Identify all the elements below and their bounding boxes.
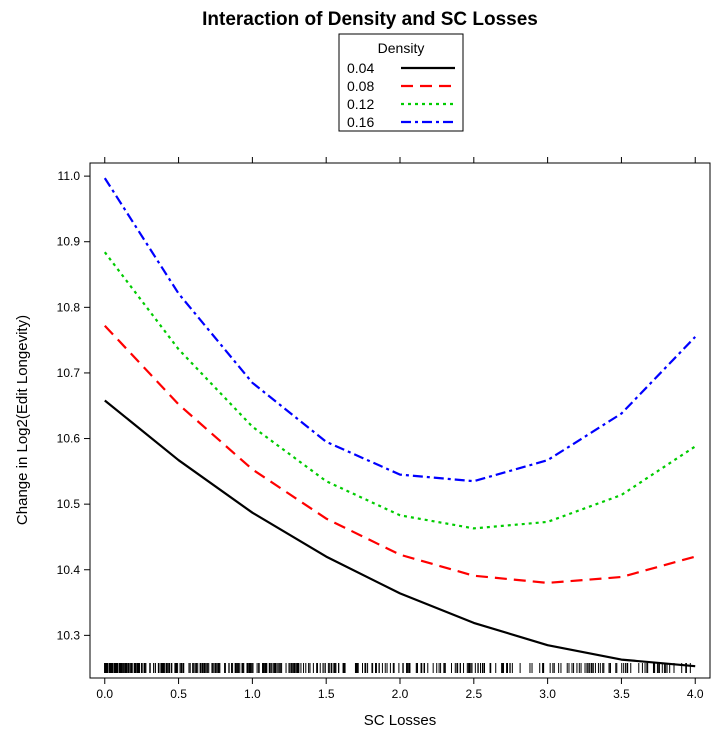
x-axis: 0.0 0.5 1.0 1.5 2.0 2.5 3.0 3.5 4.0 [96,157,704,701]
legend-items: 0.04 0.08 0.12 0.16 [347,60,455,130]
legend: Density 0.04 0.08 0.12 0.16 [338,33,464,132]
legend-label: 0.08 [347,78,374,94]
y-tick-label: 10.7 [57,366,81,380]
legend-label: 0.16 [347,114,374,130]
series-line-0.04 [104,399,696,668]
y-axis-title: Change in Log2(Edit Longevity) [14,315,31,525]
y-tick-label: 11.0 [58,169,81,183]
x-tick-label: 3.5 [613,687,630,701]
legend-box [338,33,464,132]
y-tick-label: 10.9 [57,235,81,249]
x-axis-title: SC Losses [364,712,437,729]
x-tick-label: 0.0 [96,687,113,701]
rug-marks [104,663,691,673]
y-tick-label: 10.3 [57,628,81,642]
x-tick-label: 1.5 [318,687,335,701]
x-tick-label: 2.5 [465,687,482,701]
y-tick-label: 10.4 [57,563,81,577]
x-tick-label: 4.0 [687,687,704,701]
y-axis: 10.3 10.4 10.5 10.6 10.7 10.8 10.9 11.0 [57,169,90,642]
x-tick-label: 2.0 [392,687,409,701]
series-line-0.12 [103,251,696,530]
series-lines [103,177,696,668]
x-tick-label: 3.0 [539,687,556,701]
series-line-0.08 [103,324,696,585]
y-tick-label: 10.8 [57,300,81,314]
y-tick-label: 10.5 [57,497,81,511]
series-line-0.16 [103,177,696,483]
y-tick-label: 10.6 [57,432,81,446]
legend-label: 0.12 [347,96,374,112]
legend-title: Density [378,40,425,56]
chart-title: Interaction of Density and SC Losses [202,9,538,30]
x-tick-label: 1.0 [244,687,261,701]
legend-label: 0.04 [347,60,374,76]
x-tick-label: 0.5 [170,687,187,701]
plot-frame [89,162,711,679]
